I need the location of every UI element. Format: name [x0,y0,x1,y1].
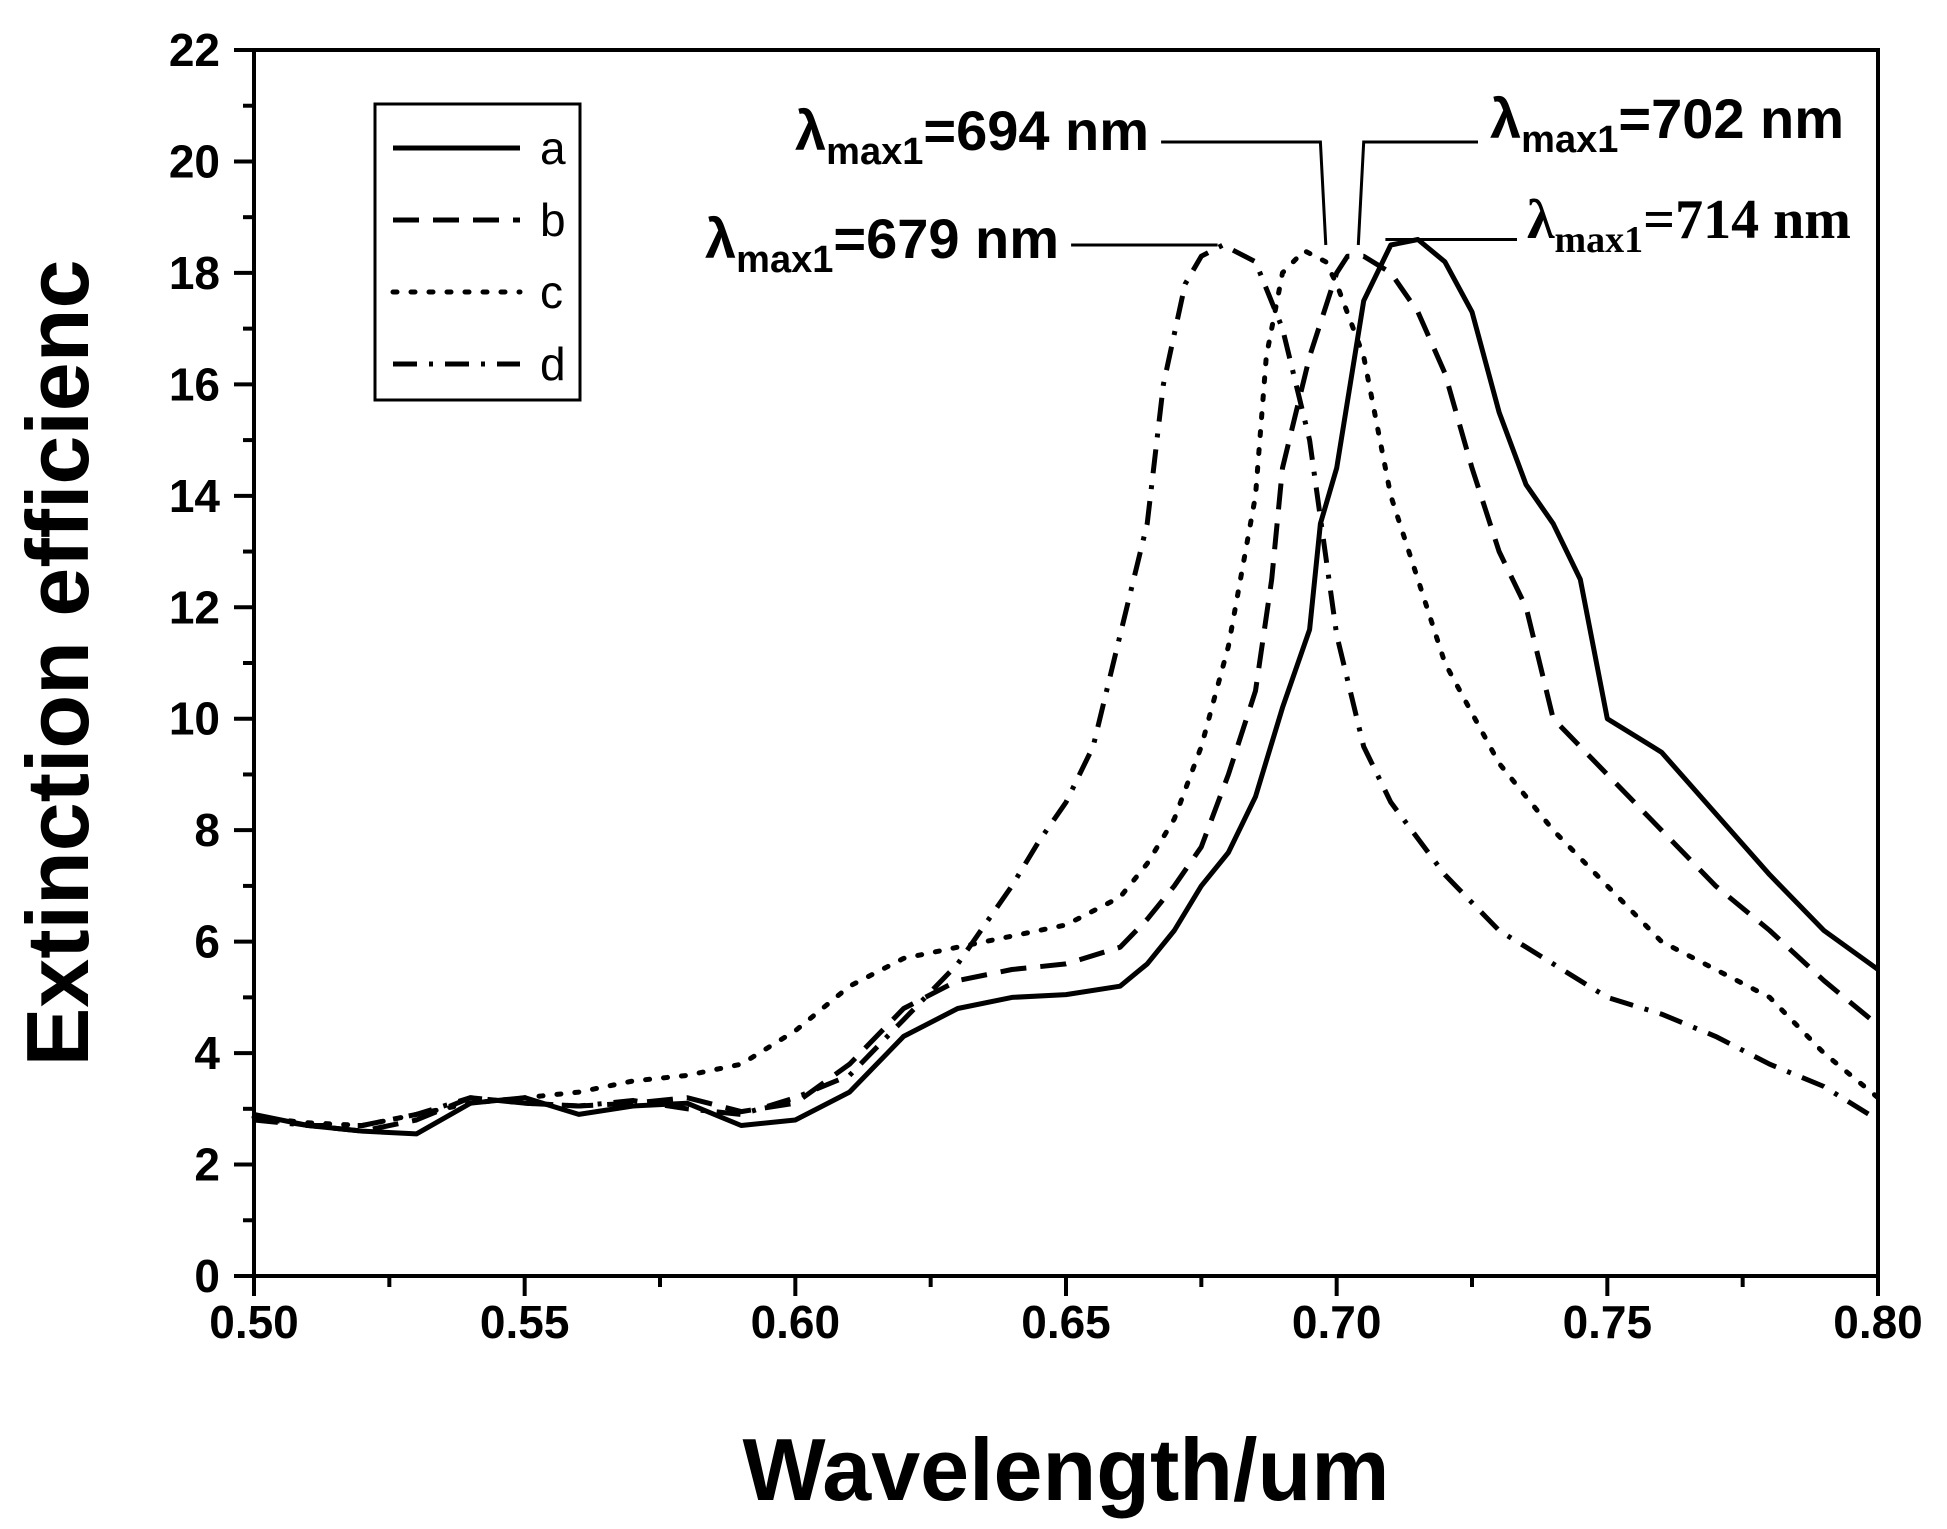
y-tick-label: 8 [194,804,220,856]
y-axis-title: Extinction efficienc [8,260,107,1067]
leader-lines [1071,140,1517,247]
annotation-694-lambda: λ [795,99,826,162]
legend-label-c: c [540,266,563,318]
series-layer [251,237,1881,1137]
annotation-714-sub: max1 [1555,219,1644,261]
y-tick-label: 0 [194,1250,220,1302]
annotation-702: λmax1=702 nm [1490,87,1844,161]
y-tick-label: 18 [169,247,220,299]
svg-text:λmax1=714 nm: λmax1=714 nm [1527,189,1851,261]
x-tick-label: 0.55 [480,1296,570,1348]
annotation-714: λmax1=714 nm [1527,189,1851,261]
annotation-679-value: =679 nm [833,207,1059,270]
annotation-layer: λmax1=694 nm λmax1=702 nm λmax1=679 nm λ… [705,87,1851,281]
svg-text:λmax1=679 nm: λmax1=679 nm [705,207,1059,281]
x-tick-label: 0.50 [209,1296,299,1348]
annotation-679-lambda: λ [705,207,736,270]
y-tick-label: 12 [169,581,220,633]
legend-box [373,102,582,402]
y-tick-label: 4 [194,1027,220,1079]
annotation-714-value: =714 nm [1643,189,1851,251]
series-line-c [251,248,1881,1128]
svg-text:λmax1=694 nm: λmax1=694 nm [795,99,1149,173]
x-tick-label: 0.80 [1833,1296,1923,1348]
annotation-702-value: =702 nm [1618,87,1844,150]
y-tick-label: 20 [169,135,220,187]
annotation-702-sub: max1 [1521,119,1618,161]
leader-line-702 [1356,140,1478,246]
series-line-a [253,237,1880,1137]
annotation-679: λmax1=679 nm [705,207,1059,281]
annotation-694-value: =694 nm [923,99,1149,162]
series-line-d [253,242,1880,1128]
y-tick-label: 6 [194,916,220,968]
annotation-694: λmax1=694 nm [795,99,1149,173]
svg-text:λmax1=702 nm: λmax1=702 nm [1490,87,1844,161]
legend-label-d: d [540,338,566,390]
annotation-679-sub: max1 [736,239,833,281]
y-tick-label: 22 [169,24,220,76]
annotation-702-lambda: λ [1490,87,1521,150]
legend-label-b: b [540,194,566,246]
y-tick-label: 2 [194,1139,220,1191]
y-tick-label: 16 [169,358,220,410]
leader-line-694 [1161,140,1328,246]
x-tick-label: 0.60 [751,1296,841,1348]
x-tick-label: 0.65 [1021,1296,1111,1348]
x-tick-label: 0.75 [1563,1296,1653,1348]
x-axis-title: Wavelength/um [742,1420,1389,1519]
x-tick-label: 0.70 [1292,1296,1382,1348]
y-tick-label: 14 [169,470,221,522]
x-axis-ticks: 0.50 0.55 0.60 0.65 0.70 0.75 0.80 [209,1276,1923,1348]
y-tick-label: 10 [169,693,220,745]
annotation-694-sub: max1 [826,131,923,173]
y-axis-ticks: 0 2 4 6 8 10 12 14 16 18 20 22 [169,24,254,1302]
legend-label-a: a [540,122,566,174]
annotation-714-lambda: λ [1527,189,1555,251]
